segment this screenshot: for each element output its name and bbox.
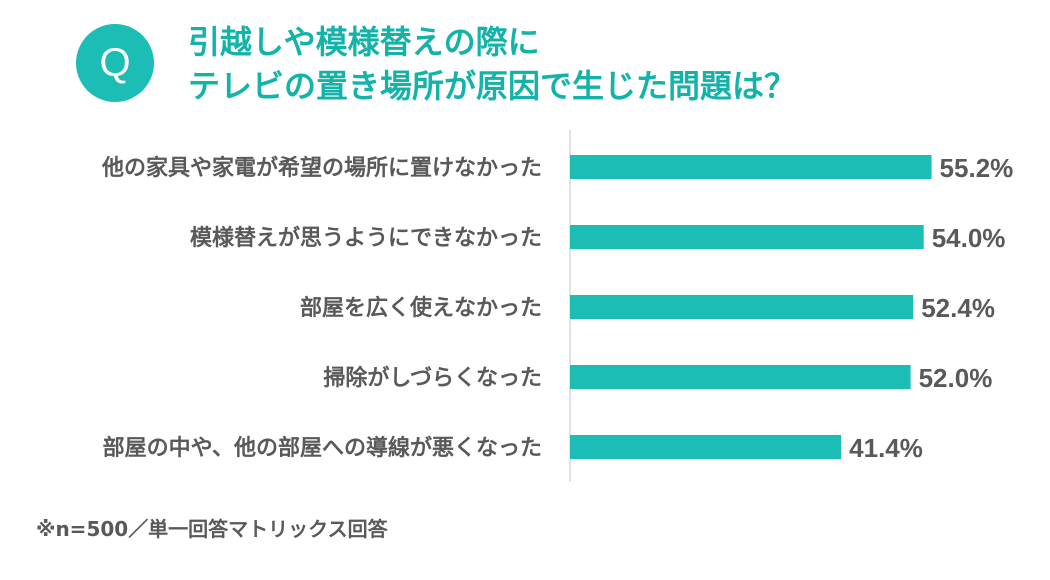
value-label: 52.0%: [919, 363, 993, 393]
value-label: 52.4%: [921, 293, 995, 323]
value-label: 55.2%: [940, 153, 1014, 183]
chart-title: 引越しや模様替えの際に テレビの置き場所が原因で生じた問題は？: [188, 20, 796, 108]
question-badge: Q: [76, 24, 154, 102]
category-label: 部屋を広く使えなかった: [300, 295, 542, 321]
bar: [570, 295, 914, 319]
chart-title-line-2: テレビの置き場所が原因で生じた問題は？: [188, 67, 797, 105]
sample-size-footnote: ※n=500／単一回答マトリックス回答: [36, 517, 388, 541]
bar: [570, 155, 932, 179]
category-label: 部屋の中や、他の部屋への導線が悪くなった: [103, 435, 542, 461]
bar: [570, 225, 924, 249]
value-label: 41.4%: [849, 433, 923, 463]
question-badge-letter: Q: [99, 40, 131, 85]
category-label: 掃除がしづらくなった: [323, 365, 542, 391]
value-label: 54.0%: [932, 223, 1006, 253]
bar: [570, 435, 842, 459]
chart-title-line-1: 引越しや模様替えの際に: [188, 23, 540, 61]
category-label: 他の家具や家電が希望の場所に置けなかった: [101, 155, 542, 181]
category-label: 模様替えが思うようにできなかった: [190, 225, 542, 251]
bar: [570, 365, 911, 389]
